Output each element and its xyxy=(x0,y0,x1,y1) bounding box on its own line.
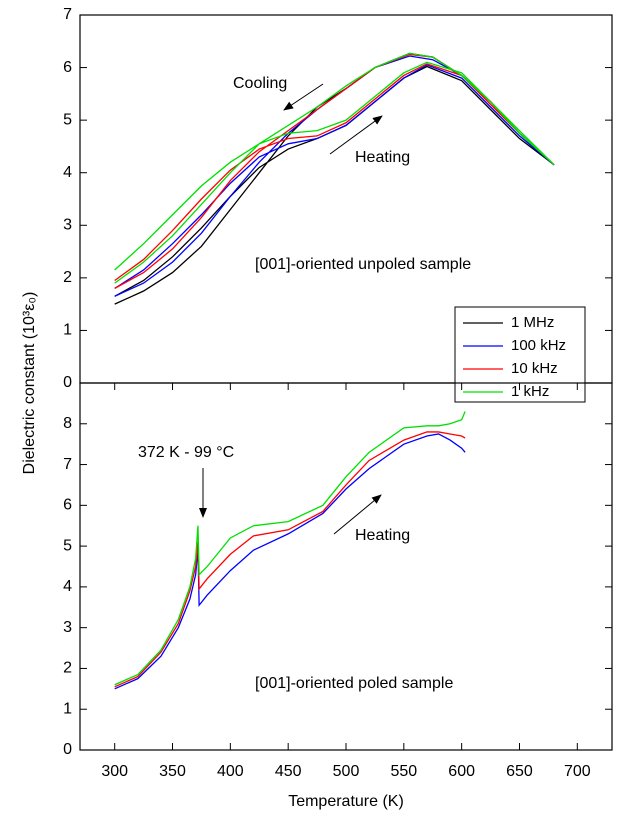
x-tick-label: 650 xyxy=(506,763,533,780)
y-tick-label: 5 xyxy=(63,111,72,128)
x-axis-label: Temperature (K) xyxy=(288,793,404,810)
y-tick-label: 6 xyxy=(63,497,72,514)
y-tick-label: 8 xyxy=(63,415,72,432)
x-tick-label: 350 xyxy=(159,763,186,780)
y-tick-label: 3 xyxy=(63,619,72,636)
x-tick-label: 400 xyxy=(217,763,244,780)
series-line xyxy=(114,433,466,690)
x-tick-label: 450 xyxy=(275,763,302,780)
annotation: Cooling xyxy=(233,75,287,92)
y-tick-label: 0 xyxy=(63,374,72,391)
y-axis-label: Dielectric constant (10³ε₀) xyxy=(21,292,38,475)
legend-label: 100 kHz xyxy=(511,337,566,354)
y-tick-label: 1 xyxy=(63,322,72,339)
plot-frame xyxy=(79,382,613,751)
annotation: [001]-oriented poled sample xyxy=(255,675,453,692)
heating-arrow xyxy=(333,494,382,535)
y-tick-label: 3 xyxy=(63,217,72,234)
x-tick-label: 550 xyxy=(390,763,417,780)
cooling-arrow xyxy=(283,83,324,111)
x-tick-label: 300 xyxy=(101,763,128,780)
y-tick-label: 4 xyxy=(63,578,72,595)
y-tick-label: 4 xyxy=(63,164,72,181)
annotation: Heating xyxy=(355,527,410,544)
y-tick-label: 7 xyxy=(63,456,72,473)
x-tick-label: 600 xyxy=(448,763,475,780)
x-tick-label: 700 xyxy=(564,763,591,780)
x-tick-label: 500 xyxy=(333,763,360,780)
heating-arrow xyxy=(329,115,383,155)
y-tick-label: 2 xyxy=(63,660,72,677)
series-line xyxy=(114,52,555,284)
annotation: Heating xyxy=(355,149,410,166)
y-tick-label: 0 xyxy=(63,741,72,758)
legend-label: 1 MHz xyxy=(511,314,554,331)
legend-label: 10 kHz xyxy=(511,360,558,377)
y-tick-label: 7 xyxy=(63,6,72,23)
legend: 1 MHz 100 kHz 10 kHz 1 kHz xyxy=(454,306,586,403)
annotation: 372 K - 99 °C xyxy=(138,444,234,461)
y-tick-label: 5 xyxy=(63,537,72,554)
y-tick-label: 2 xyxy=(63,269,72,286)
series-line xyxy=(114,431,466,688)
annotation: [001]-oriented unpoled sample xyxy=(255,256,471,273)
y-tick-label: 6 xyxy=(63,59,72,76)
y-tick-label: 1 xyxy=(63,700,72,717)
series-line xyxy=(114,411,466,686)
legend-label: 1 kHz xyxy=(511,383,549,400)
